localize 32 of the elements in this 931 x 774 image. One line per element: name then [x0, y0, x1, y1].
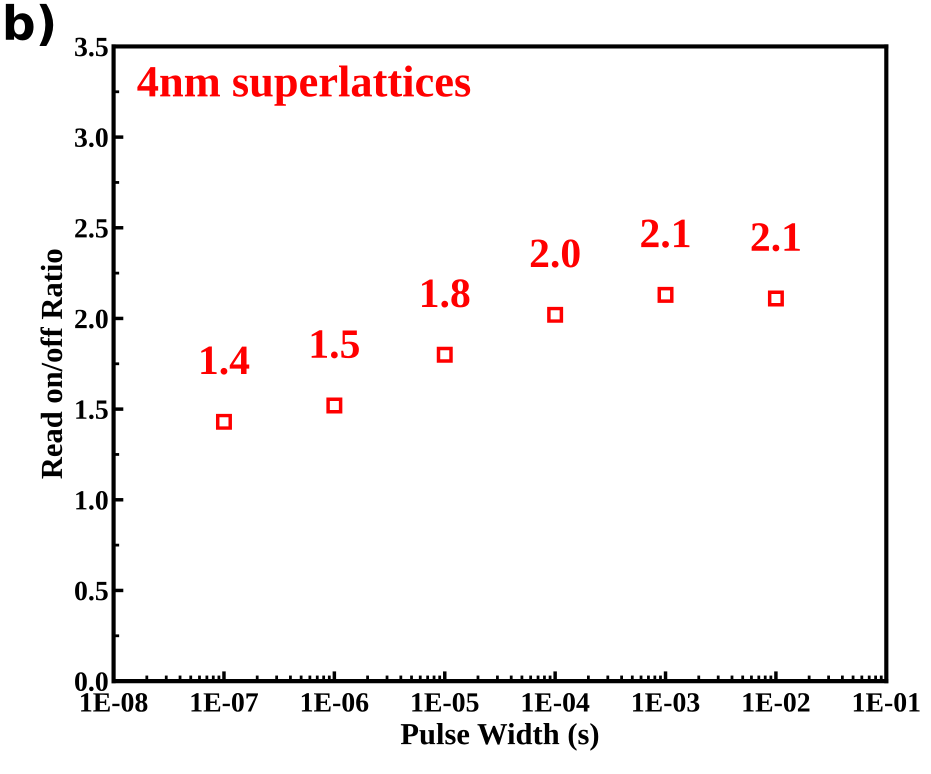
- point: [658, 286, 674, 303]
- point: [216, 414, 232, 430]
- x-tick-label: 1E-06: [302, 693, 368, 712]
- chart-title: 4nm superlattices: [137, 65, 470, 106]
- y-tick-label: 3.0: [75, 128, 108, 148]
- data-label: 1.4: [201, 346, 250, 375]
- x-tick-label: 1E-08: [81, 693, 148, 712]
- data-label: 2.0: [530, 239, 580, 268]
- y-tick-label: 2.5: [75, 219, 108, 238]
- y-tick-label: 3.5: [75, 38, 108, 56]
- x-tick-label: 1E-01: [854, 693, 920, 712]
- point: [768, 290, 784, 306]
- x-axis-title: Pulse Width (s): [400, 722, 598, 751]
- y-axis-title: Read on/off Ratio: [40, 250, 62, 479]
- data-label: 2.1: [641, 220, 690, 248]
- y-tick-label: 0.0: [75, 672, 108, 692]
- data-label: 1.8: [422, 279, 470, 308]
- x-tick-label: 1E-03: [633, 693, 700, 712]
- y-tick-label: 0.5: [75, 582, 108, 600]
- text: b): [6, 4, 54, 46]
- point: [547, 306, 564, 323]
- data-label: 1.5: [312, 330, 359, 358]
- x-tick-label: 1E-07: [191, 693, 258, 712]
- x-tick-label: 1E-04: [522, 693, 590, 712]
- data-label: 2.1: [752, 223, 800, 252]
- y-tick-label: 1.5: [76, 400, 108, 420]
- x-tick-label: 1E-05: [412, 693, 478, 712]
- point: [326, 398, 342, 414]
- x-tick-label: 1E-02: [743, 693, 810, 712]
- y-tick-label: 1.0: [76, 490, 108, 510]
- point: [436, 346, 453, 363]
- y-tick-label: 2.0: [75, 310, 108, 328]
